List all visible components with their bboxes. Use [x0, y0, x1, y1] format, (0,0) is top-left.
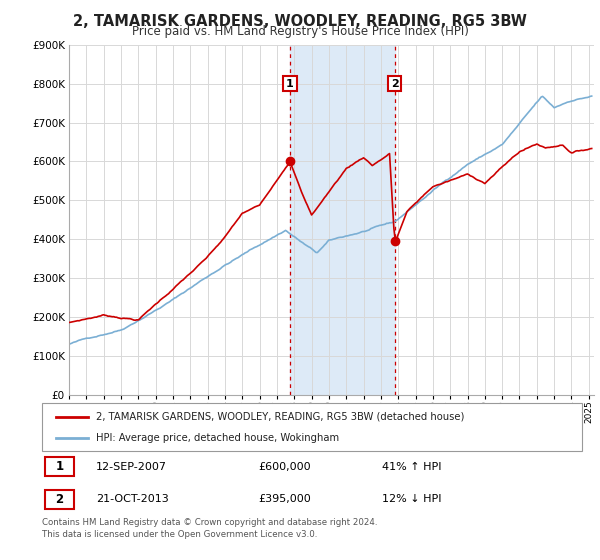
Text: Price paid vs. HM Land Registry's House Price Index (HPI): Price paid vs. HM Land Registry's House …	[131, 25, 469, 38]
Text: 1: 1	[286, 79, 294, 88]
Text: £600,000: £600,000	[258, 461, 311, 472]
Text: 2, TAMARISK GARDENS, WOODLEY, READING, RG5 3BW: 2, TAMARISK GARDENS, WOODLEY, READING, R…	[73, 14, 527, 29]
FancyBboxPatch shape	[45, 457, 74, 476]
Text: 2, TAMARISK GARDENS, WOODLEY, READING, RG5 3BW (detached house): 2, TAMARISK GARDENS, WOODLEY, READING, R…	[96, 412, 464, 422]
Text: HPI: Average price, detached house, Wokingham: HPI: Average price, detached house, Woki…	[96, 433, 339, 444]
Text: 12-SEP-2007: 12-SEP-2007	[96, 461, 167, 472]
FancyBboxPatch shape	[42, 403, 582, 451]
Text: Contains HM Land Registry data © Crown copyright and database right 2024.
This d: Contains HM Land Registry data © Crown c…	[42, 518, 377, 539]
Text: 21-OCT-2013: 21-OCT-2013	[96, 494, 169, 505]
Text: 1: 1	[55, 460, 64, 473]
Bar	[290, 45, 395, 395]
Text: 41% ↑ HPI: 41% ↑ HPI	[382, 461, 442, 472]
FancyBboxPatch shape	[45, 490, 74, 509]
Text: 2: 2	[55, 493, 64, 506]
Text: 2: 2	[391, 79, 398, 88]
Text: 12% ↓ HPI: 12% ↓ HPI	[382, 494, 442, 505]
Text: £395,000: £395,000	[258, 494, 311, 505]
